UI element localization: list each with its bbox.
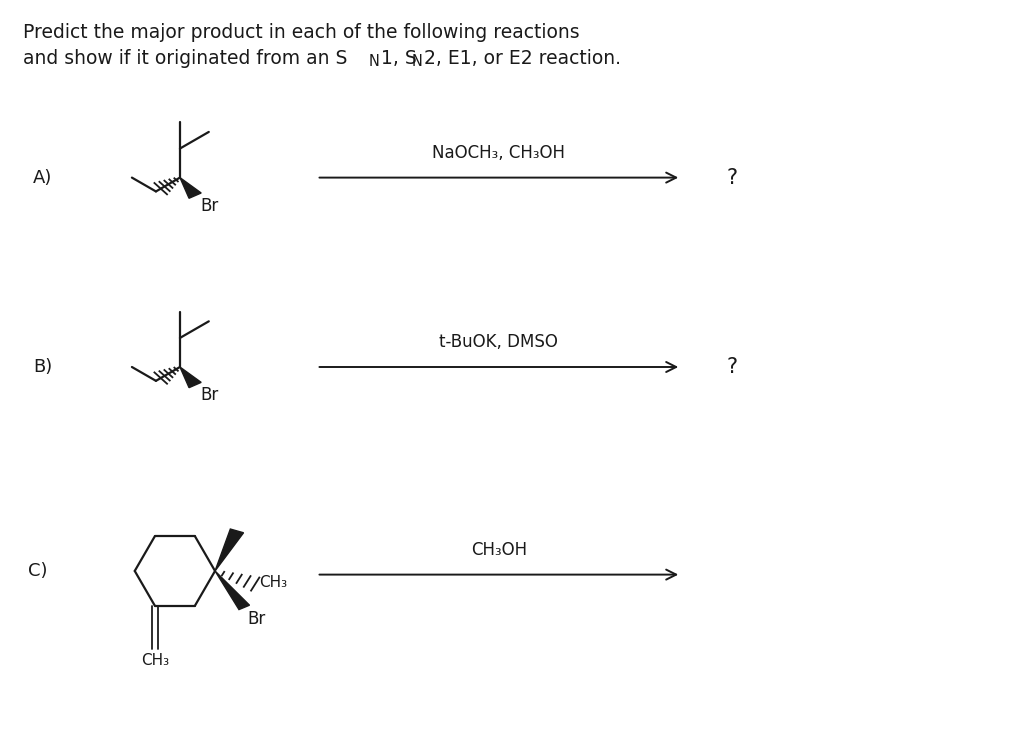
Text: CH₃: CH₃	[140, 653, 169, 668]
Text: N: N	[369, 54, 380, 69]
Text: A): A)	[34, 169, 53, 186]
Polygon shape	[180, 367, 202, 388]
Text: NaOCH₃, CH₃OH: NaOCH₃, CH₃OH	[433, 144, 565, 161]
Text: 2, E1, or E2 reaction.: 2, E1, or E2 reaction.	[423, 49, 621, 68]
Text: t-BuOK, DMSO: t-BuOK, DMSO	[440, 333, 558, 351]
Text: 1, S: 1, S	[382, 49, 417, 68]
Text: CH₃OH: CH₃OH	[470, 540, 527, 559]
Text: ?: ?	[727, 167, 738, 188]
Text: CH₃: CH₃	[260, 575, 287, 590]
Polygon shape	[215, 571, 249, 609]
Text: Br: Br	[201, 197, 219, 215]
Polygon shape	[215, 529, 243, 571]
Text: Br: Br	[247, 610, 266, 628]
Text: Predict the major product in each of the following reactions: Predict the major product in each of the…	[23, 23, 579, 42]
Text: ?: ?	[727, 357, 738, 377]
Text: C): C)	[29, 562, 48, 580]
Text: N: N	[412, 54, 422, 69]
Text: B): B)	[34, 358, 52, 376]
Polygon shape	[180, 178, 202, 198]
Text: Br: Br	[201, 387, 219, 404]
Text: and show if it originated from an S: and show if it originated from an S	[23, 49, 347, 68]
